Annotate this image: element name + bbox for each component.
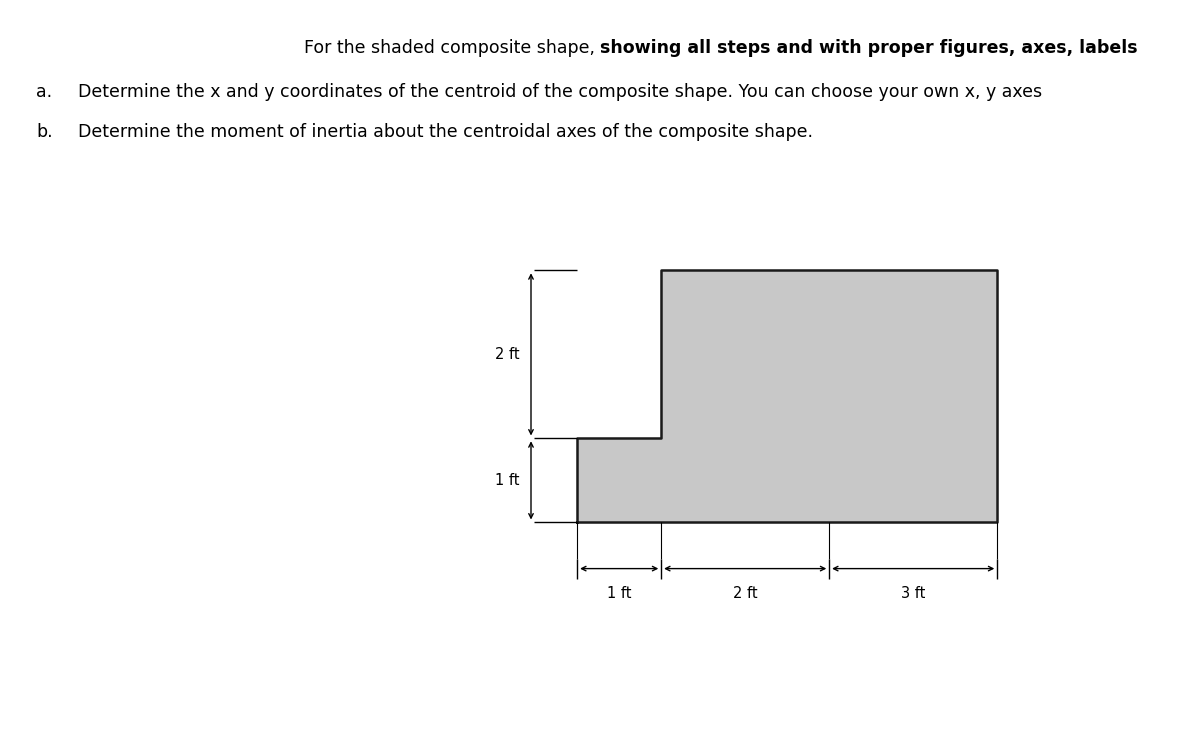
Text: b.: b. <box>36 124 53 141</box>
Text: 3 ft: 3 ft <box>901 587 925 601</box>
Text: For the shaded composite shape,: For the shaded composite shape, <box>304 39 600 57</box>
Text: 2 ft: 2 ft <box>496 347 520 362</box>
Text: 1 ft: 1 ft <box>496 473 520 488</box>
Polygon shape <box>577 270 997 523</box>
Text: a.: a. <box>36 83 52 101</box>
Text: Determine the x and y coordinates of the centroid of the composite shape. You ca: Determine the x and y coordinates of the… <box>78 83 1042 101</box>
Text: 1 ft: 1 ft <box>607 587 631 601</box>
Text: Determine the moment of inertia about the centroidal axes of the composite shape: Determine the moment of inertia about th… <box>78 124 814 141</box>
Text: showing all steps and with proper figures, axes, labels: showing all steps and with proper figure… <box>600 39 1138 57</box>
Text: 2 ft: 2 ft <box>733 587 757 601</box>
